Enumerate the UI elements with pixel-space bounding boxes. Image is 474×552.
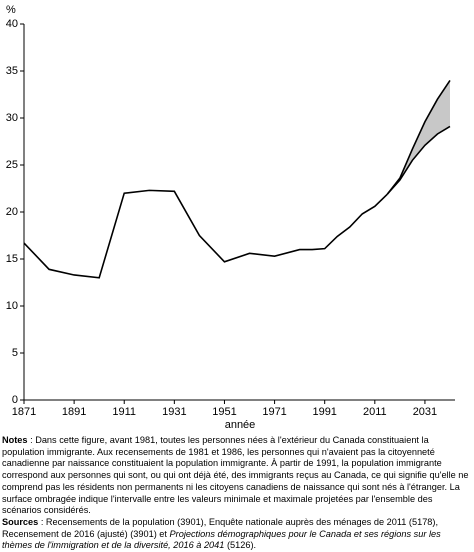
- sources-text: : Recensements de la population (3901), …: [2, 516, 439, 539]
- x-tick-label: 1891: [62, 406, 86, 418]
- y-tick-label: 15: [6, 253, 18, 265]
- y-tick-label: 5: [12, 347, 18, 359]
- y-tick-label: 25: [6, 159, 18, 171]
- line: [386, 79, 451, 195]
- notes-text: : Dans cette figure, avant 1981, toutes …: [2, 435, 469, 516]
- y-tick-label: 10: [6, 300, 18, 312]
- notes-paragraph: Notes : Dans cette figure, avant 1981, t…: [2, 435, 472, 517]
- sources-label: Sources: [2, 516, 39, 527]
- y-tick-label: 35: [6, 65, 18, 77]
- notes-label: Notes: [2, 435, 28, 445]
- x-tick-label: 2011: [363, 406, 387, 418]
- y-tick-label: 40: [6, 18, 18, 30]
- y-tick-label: 0: [12, 394, 18, 406]
- x-tick-label: 1991: [312, 406, 336, 418]
- y-tick-label: 20: [6, 206, 18, 218]
- x-tick-label: 1911: [112, 406, 136, 418]
- notes: Notes : Dans cette figure, avant 1981, t…: [2, 435, 472, 552]
- x-tick-label: 1871: [12, 406, 36, 418]
- x-tick-label: 1931: [162, 406, 186, 418]
- sources-paragraph: Sources : Recensements de la population …: [2, 517, 472, 552]
- x-tick-label: 2031: [413, 406, 437, 418]
- line: [386, 125, 451, 195]
- y-axis-label: %: [6, 4, 16, 16]
- x-tick-label: 1951: [212, 406, 236, 418]
- chart: % année 0 5 10 15 20 25 30 35 40 1871 1891 1911 1931…: [6, 4, 455, 431]
- y-tick-label: 30: [6, 112, 18, 124]
- x-axis-label: année: [225, 419, 256, 431]
- x-tick-label: 1971: [262, 406, 286, 418]
- line: [23, 189, 388, 279]
